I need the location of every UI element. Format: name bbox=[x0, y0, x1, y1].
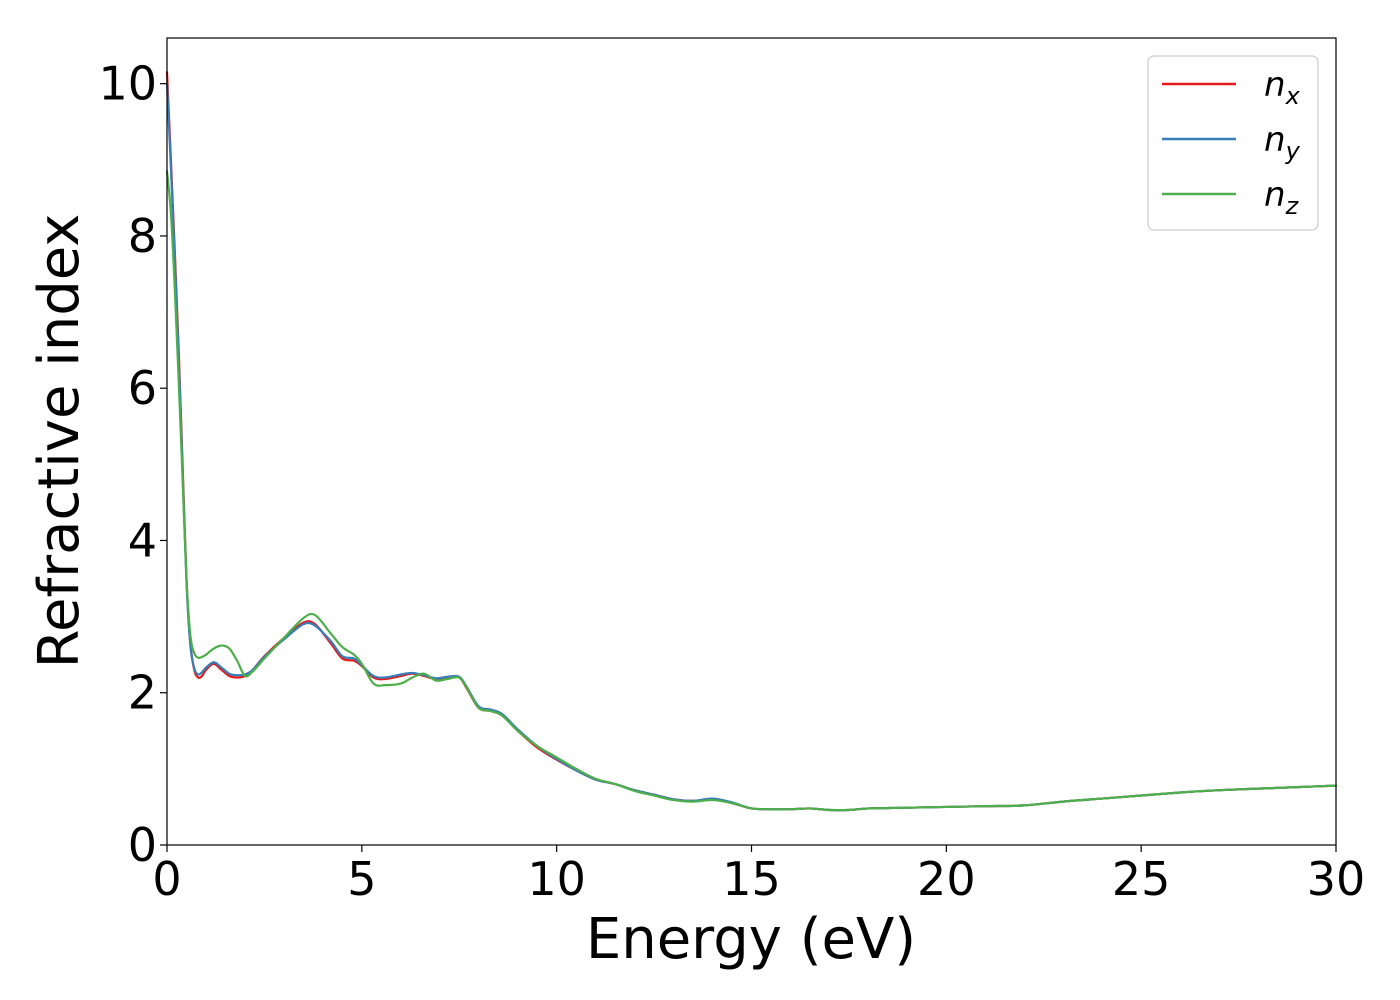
y-tick-label: 10 bbox=[98, 57, 157, 111]
legend: nx ny nz bbox=[1147, 55, 1319, 231]
x-tick-label: 5 bbox=[347, 852, 376, 906]
legend-label: nx bbox=[1264, 65, 1301, 110]
y-tick-label: 6 bbox=[128, 361, 157, 415]
series-line-nz bbox=[165, 170, 1338, 812]
y-tick-label: 0 bbox=[128, 818, 157, 872]
legend-entry-nx: nx bbox=[1162, 65, 1301, 110]
x-tick-label: 15 bbox=[722, 852, 781, 906]
legend-entry-nz: nz bbox=[1162, 175, 1300, 220]
x-tick-label: 10 bbox=[527, 852, 586, 906]
y-tick-label: 2 bbox=[128, 666, 157, 720]
legend-entry-ny: ny bbox=[1162, 120, 1301, 165]
y-axis-title: Refractive index bbox=[27, 214, 92, 669]
x-tick-label: 30 bbox=[1307, 852, 1366, 906]
x-tick-label: 25 bbox=[1112, 852, 1171, 906]
x-axis-title: Energy (eV) bbox=[586, 907, 916, 972]
y-tick-label: 4 bbox=[128, 513, 157, 567]
legend-label: ny bbox=[1264, 120, 1301, 165]
x-tick-label: 20 bbox=[917, 852, 976, 906]
series-layer bbox=[165, 71, 1338, 812]
y-tick-label: 8 bbox=[128, 209, 157, 263]
y-axis-ticks: 0 2 4 6 8 10 bbox=[98, 57, 167, 872]
plot-area bbox=[167, 38, 1336, 845]
x-axis-ticks: 0 5 10 15 20 25 30 bbox=[152, 845, 1365, 906]
legend-label: nz bbox=[1264, 175, 1300, 220]
x-tick-label: 0 bbox=[152, 852, 181, 906]
legend-box bbox=[1147, 55, 1319, 231]
